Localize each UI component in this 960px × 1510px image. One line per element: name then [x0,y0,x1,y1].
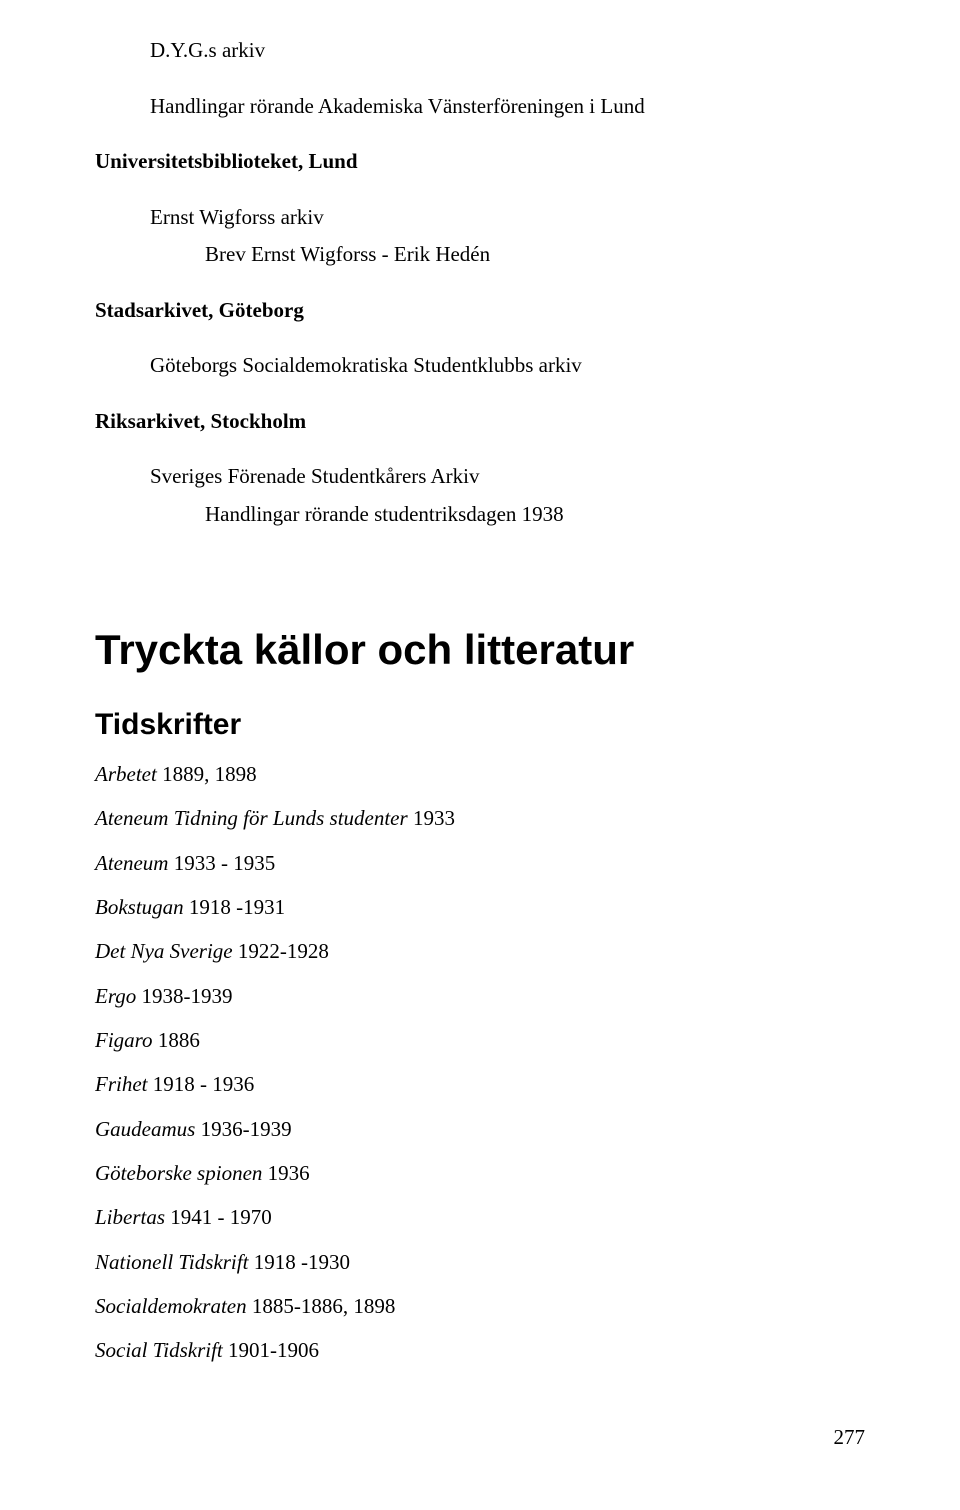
periodical-item: Social Tidskrift 1901-1906 [95,1336,865,1364]
periodical-title: Social Tidskrift [95,1338,223,1362]
section-title: Tryckta källor och litteratur [95,626,865,674]
periodicals-list: Arbetet 1889, 1898 Ateneum Tidning för Lu… [95,760,865,1365]
periodical-dates: 1936 [262,1161,309,1185]
spacer [95,674,865,708]
archive-item: Sveriges Förenade Studentkårers Arkiv [95,461,865,493]
periodical-title: Gaudeamus [95,1117,195,1141]
page-number: 277 [95,1425,865,1450]
periodical-title: Ateneum [95,851,168,875]
archive-subitem: Brev Ernst Wigforss - Erik Hedén [95,239,865,271]
periodical-title: Ergo [95,984,136,1008]
spacer [95,73,865,91]
periodical-dates: 1901-1906 [223,1338,319,1362]
periodical-item: Frihet 1918 - 1936 [95,1070,865,1098]
spacer [95,277,865,295]
periodical-item: Gaudeamus 1936-1939 [95,1115,865,1143]
periodical-item: Libertas 1941 - 1970 [95,1203,865,1231]
spacer [95,536,865,626]
periodical-item: Arbetet 1889, 1898 [95,760,865,788]
spacer [95,443,865,461]
periodical-title: Nationell Tidskrift [95,1250,248,1274]
periodical-title: Ateneum Tidning för Lunds studenter [95,806,408,830]
periodical-dates: 1933 [408,806,455,830]
periodical-item: Göteborske spionen 1936 [95,1159,865,1187]
spacer [95,742,865,760]
archive-heading: Universitetsbiblioteket, Lund [95,146,865,178]
periodical-title: Bokstugan [95,895,184,919]
spacer [95,332,865,350]
archive-subitem: Handlingar rörande studentriksdagen 1938 [95,499,865,531]
periodical-title: Libertas [95,1205,165,1229]
periodical-item: Ateneum 1933 - 1935 [95,849,865,877]
periodical-dates: 1936-1939 [195,1117,291,1141]
periodical-dates: 1889, 1898 [157,762,257,786]
periodical-dates: 1933 - 1935 [168,851,275,875]
spacer [95,388,865,406]
archive-item: Handlingar rörande Akademiska Vänsterför… [95,91,865,123]
periodical-title: Göteborske spionen [95,1161,262,1185]
archive-heading: Stadsarkivet, Göteborg [95,295,865,327]
periodical-dates: 1918 -1930 [248,1250,350,1274]
periodical-title: Socialdemokraten [95,1294,247,1318]
periodical-title: Det Nya Sverige [95,939,233,963]
spacer [95,184,865,202]
periodical-title: Arbetet [95,762,157,786]
periodical-item: Figaro 1886 [95,1026,865,1054]
periodical-dates: 1885-1886, 1898 [247,1294,396,1318]
periodical-item: Nationell Tidskrift 1918 -1930 [95,1248,865,1276]
section-subtitle: Tidskrifter [95,708,865,742]
periodical-dates: 1918 -1931 [184,895,286,919]
spacer [95,128,865,146]
periodical-title: Frihet [95,1072,148,1096]
periodical-item: Ateneum Tidning för Lunds studenter 1933 [95,804,865,832]
page: D.Y.G.s arkiv Handlingar rörande Akademi… [0,0,960,1510]
archive-item: Ernst Wigforss arkiv [95,202,865,234]
periodical-item: Socialdemokraten 1885-1886, 1898 [95,1292,865,1320]
periodical-item: Bokstugan 1918 -1931 [95,893,865,921]
archive-item: Göteborgs Socialdemokratiska Studentklub… [95,350,865,382]
periodical-dates: 1922-1928 [233,939,329,963]
periodical-item: Det Nya Sverige 1922-1928 [95,937,865,965]
archive-line: D.Y.G.s arkiv [95,35,865,67]
periodical-item: Ergo 1938-1939 [95,982,865,1010]
periodical-dates: 1918 - 1936 [148,1072,255,1096]
periodical-dates: 1886 [153,1028,200,1052]
periodical-dates: 1938-1939 [136,984,232,1008]
periodical-title: Figaro [95,1028,153,1052]
periodical-dates: 1941 - 1970 [165,1205,272,1229]
archive-heading: Riksarkivet, Stockholm [95,406,865,438]
